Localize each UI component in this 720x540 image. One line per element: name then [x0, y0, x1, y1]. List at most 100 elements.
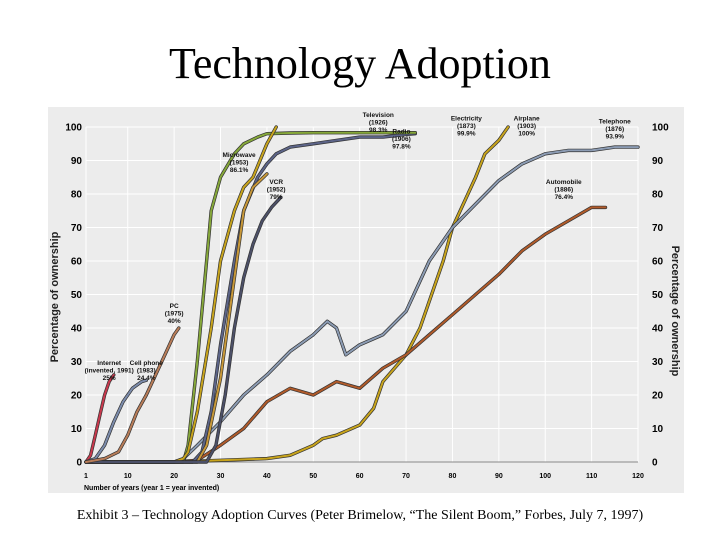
annotation-line: 99.9% — [457, 130, 476, 137]
slide-title: Technology Adoption — [169, 39, 551, 88]
annotation-line: (1886) — [554, 186, 573, 193]
annotation-line: 98.3% — [369, 127, 388, 134]
annotation-layer: Television (1926) 98.3% Electricity (1873) 99… — [85, 112, 632, 382]
y-tick-label-right: 60 — [652, 257, 664, 268]
series-annotation: Airplane (1903) 100% — [514, 115, 540, 137]
series-line-internet — [85, 373, 115, 463]
series-annotation: Internet (invented, 1991) 25% — [85, 360, 134, 382]
x-tick-label: 60 — [356, 473, 364, 480]
y-tick-label-left: 0 — [76, 458, 82, 469]
y-tick-label-left: 20 — [71, 391, 83, 402]
annotation-line: (1873) — [457, 123, 476, 130]
annotation-line: (1903) — [517, 123, 536, 130]
annotation-line: Electricity — [451, 115, 482, 122]
x-tick-label: 90 — [495, 473, 503, 480]
annotation-line: (1983) — [137, 367, 156, 374]
series-line-airplane — [85, 126, 278, 463]
series-annotation: Microwave (1953) 86.1% — [222, 152, 256, 174]
x-tick-label: 120 — [632, 473, 644, 480]
annotation-line: Television — [363, 112, 394, 119]
annotation-line: (1953) — [230, 160, 249, 167]
annotation-text: Electricity (1873) 99.9% — [451, 115, 482, 137]
annotation-text: Automobile (1886) 76.4% — [546, 179, 582, 201]
annotation-line: 79% — [270, 194, 283, 201]
annotation-line: 93.9% — [606, 134, 625, 141]
series-annotation: VCR (1952) 79% — [267, 179, 286, 201]
series-line-microwave — [85, 172, 268, 463]
annotation-line: (1975) — [165, 310, 184, 317]
x-tick-label: 1 — [84, 473, 88, 480]
annotation-line: 86.1% — [230, 167, 249, 174]
annotation-line: (1926) — [369, 119, 388, 126]
annotation-line: 76.4% — [555, 194, 574, 201]
x-tick-label: 110 — [586, 473, 597, 480]
y-tick-label-right: 30 — [652, 357, 664, 368]
annotation-line: Cell phone — [130, 360, 164, 367]
y-tick-label-right: 20 — [652, 391, 664, 402]
x-tick-label: 30 — [217, 473, 225, 480]
annotation-line: (invented, 1991) — [85, 367, 134, 374]
x-tick-label: 70 — [402, 473, 410, 480]
x-axis-title: Number of years (year 1 = year invented) — [84, 485, 219, 492]
annotation-text: PC (1975) 40% — [165, 303, 184, 325]
series-annotation: PC (1975) 40% — [165, 303, 184, 325]
series-line-cell-phone — [85, 379, 148, 463]
y-tick-label-left: 60 — [71, 257, 83, 268]
annotation-text: Cell phone (1983) 24.4% — [130, 360, 164, 382]
y-tick-label-right: 50 — [652, 290, 664, 301]
series-annotation: Television (1926) 98.3% — [363, 112, 394, 134]
annotation-line: (1906) — [392, 136, 411, 143]
annotation-line: (1952) — [267, 186, 286, 193]
y-tick-label-right: 0 — [652, 458, 658, 469]
series-line-television — [85, 131, 417, 463]
annotation-text: Microwave (1953) 86.1% — [222, 152, 256, 174]
annotation-line: Automobile — [546, 179, 582, 186]
annotation-text: Airplane (1903) 100% — [514, 115, 540, 137]
series-line-radio — [85, 132, 417, 463]
annotation-text: Radio (1906) 97.8% — [392, 129, 411, 151]
annotation-line: 100% — [518, 130, 535, 137]
y-tick-label-left: 70 — [71, 223, 83, 234]
chart-svg: 0 0 10 10 20 20 30 30 40 40 50 50 60 60 70 70 80 80 90 90 10… — [48, 107, 684, 493]
y-tick-label-right: 100 — [652, 123, 669, 134]
annotation-line: Airplane — [514, 115, 540, 122]
series-line-pc — [85, 327, 180, 463]
x-tick-label: 10 — [124, 473, 132, 480]
annotation-text: Internet (invented, 1991) 25% — [85, 360, 134, 382]
x-tick-label: 50 — [309, 473, 317, 480]
series-layer — [84, 125, 640, 464]
y-tick-label-left: 50 — [71, 290, 83, 301]
series-annotation: Radio (1906) 97.8% — [392, 129, 411, 151]
y-axis-title-right: Percentage of ownership — [669, 246, 681, 377]
chart-background — [48, 107, 684, 493]
annotation-text: Television (1926) 98.3% — [363, 112, 394, 134]
annotation-line: PC — [170, 303, 179, 310]
y-tick-label-right: 10 — [652, 424, 664, 435]
x-tick-label: 20 — [170, 473, 178, 480]
figure-caption: Exhibit 3 – Technology Adoption Curves (… — [76, 508, 644, 523]
annotation-line: Telephone — [599, 119, 631, 126]
series-annotation: Automobile (1886) 76.4% — [546, 179, 582, 201]
y-tick-label-right: 80 — [652, 190, 664, 201]
series-annotation: Cell phone (1983) 24.4% — [130, 360, 164, 382]
series-annotation: Electricity (1873) 99.9% — [451, 115, 482, 137]
y-tick-label-right: 70 — [652, 223, 664, 234]
y-tick-label-right: 40 — [652, 324, 664, 335]
annotation-line: 40% — [168, 318, 181, 325]
y-tick-label-left: 10 — [71, 424, 83, 435]
axis-layer: 0 0 10 10 20 20 30 30 40 40 50 50 60 60 70 70 80 80 90 90 10… — [65, 123, 669, 481]
x-tick-label: 80 — [449, 473, 457, 480]
technology-adoption-chart: 0 0 10 10 20 20 30 30 40 40 50 50 60 60 70 70 80 80 90 90 10… — [48, 107, 684, 493]
x-tick-label: 100 — [539, 473, 551, 480]
grid-layer — [85, 126, 639, 463]
annotation-text: VCR (1952) 79% — [267, 179, 286, 201]
y-tick-label-left: 100 — [65, 123, 82, 134]
annotation-line: Internet — [97, 360, 122, 367]
series-line-electricity — [85, 126, 510, 463]
y-tick-label-right: 90 — [652, 156, 664, 167]
annotation-line: 24.4% — [137, 375, 156, 382]
annotation-line: VCR — [269, 179, 283, 186]
annotation-line: 25% — [103, 375, 116, 382]
y-tick-label-left: 40 — [71, 324, 83, 335]
y-axis-title-left: Percentage of ownership — [49, 231, 61, 362]
